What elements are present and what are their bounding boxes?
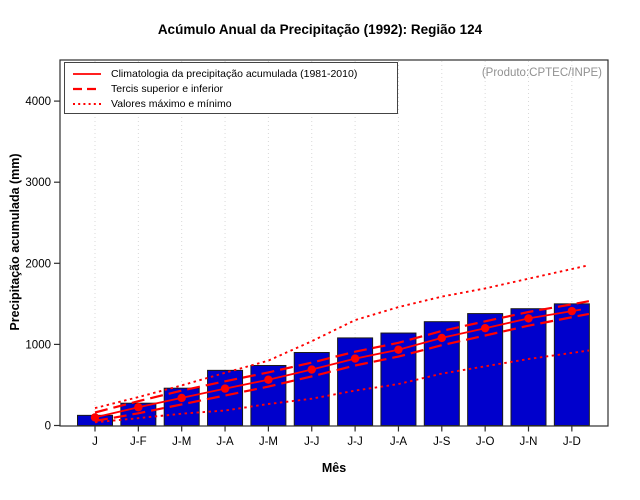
data-point-marker <box>480 323 490 333</box>
x-tick-label: J-A <box>390 436 408 448</box>
legend-label: Tercis superior e inferior <box>111 82 224 95</box>
x-tick-label: J-J <box>347 436 362 448</box>
y-axis-title: Precipitação acumulada (mm) <box>8 153 22 331</box>
y-tick-label: 3000 <box>25 177 51 189</box>
data-point-marker <box>177 393 186 403</box>
data-point-marker <box>90 413 100 422</box>
x-tick-label: J-D <box>563 436 581 448</box>
x-tick-label: J-A <box>216 436 234 448</box>
legend-label: Valores máximo e mínimo <box>111 97 232 110</box>
data-point-marker <box>264 375 273 384</box>
y-tick-label: 2000 <box>25 258 51 270</box>
bar <box>510 308 547 426</box>
legend: Climatologia da precipitação acumulada (… <box>64 62 398 114</box>
x-tick-label: J-M <box>172 436 191 448</box>
data-point-marker <box>524 314 533 323</box>
y-tick-label: 4000 <box>25 96 51 108</box>
solid-line-icon <box>73 72 101 75</box>
product-source-label: (Produto:CPTEC/INPE) <box>481 67 602 79</box>
data-point-marker <box>350 354 360 363</box>
y-tick-label: 0 <box>45 421 51 433</box>
x-axis-title: Mês <box>321 461 347 475</box>
series-line-dashed <box>94 300 590 414</box>
legend-item-terciles: Tercis superior e inferior <box>72 81 397 96</box>
x-tick-label: J <box>92 436 98 448</box>
x-tick-label: J-N <box>520 436 538 448</box>
data-point-marker <box>220 384 230 393</box>
series-line-dotted <box>94 349 590 424</box>
x-tick-label: J-J <box>304 436 319 448</box>
dotted-line-icon <box>73 102 101 105</box>
page-title: Acúmulo Anual da Precipitação (1992): Re… <box>157 22 483 37</box>
bar <box>250 364 287 426</box>
data-point-marker <box>567 306 577 316</box>
x-tick-label: J-O <box>476 436 495 448</box>
data-point-marker <box>307 365 316 374</box>
legend-item-climatology: Climatologia da precipitação acumulada (… <box>72 66 397 81</box>
y-tick-label: 1000 <box>25 339 51 351</box>
x-tick-label: J-F <box>130 436 147 448</box>
data-point-marker <box>437 333 446 343</box>
legend-label: Climatologia da precipitação acumulada (… <box>111 67 358 80</box>
legend-item-extremes: Valores máximo e mínimo <box>72 96 397 111</box>
plot-frame <box>59 59 609 427</box>
bar <box>293 352 330 427</box>
x-tick-label: J-M <box>259 436 278 448</box>
bar <box>553 303 590 427</box>
data-point-marker <box>134 403 143 412</box>
x-tick-label: J-S <box>433 436 451 448</box>
dashed-line-icon <box>73 87 101 90</box>
data-point-marker <box>394 345 403 354</box>
series-line-dashed <box>94 312 590 423</box>
